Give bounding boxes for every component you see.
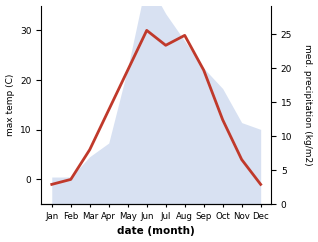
X-axis label: date (month): date (month) xyxy=(117,227,195,236)
Y-axis label: max temp (C): max temp (C) xyxy=(5,74,15,136)
Y-axis label: med. precipitation (kg/m2): med. precipitation (kg/m2) xyxy=(303,44,313,166)
